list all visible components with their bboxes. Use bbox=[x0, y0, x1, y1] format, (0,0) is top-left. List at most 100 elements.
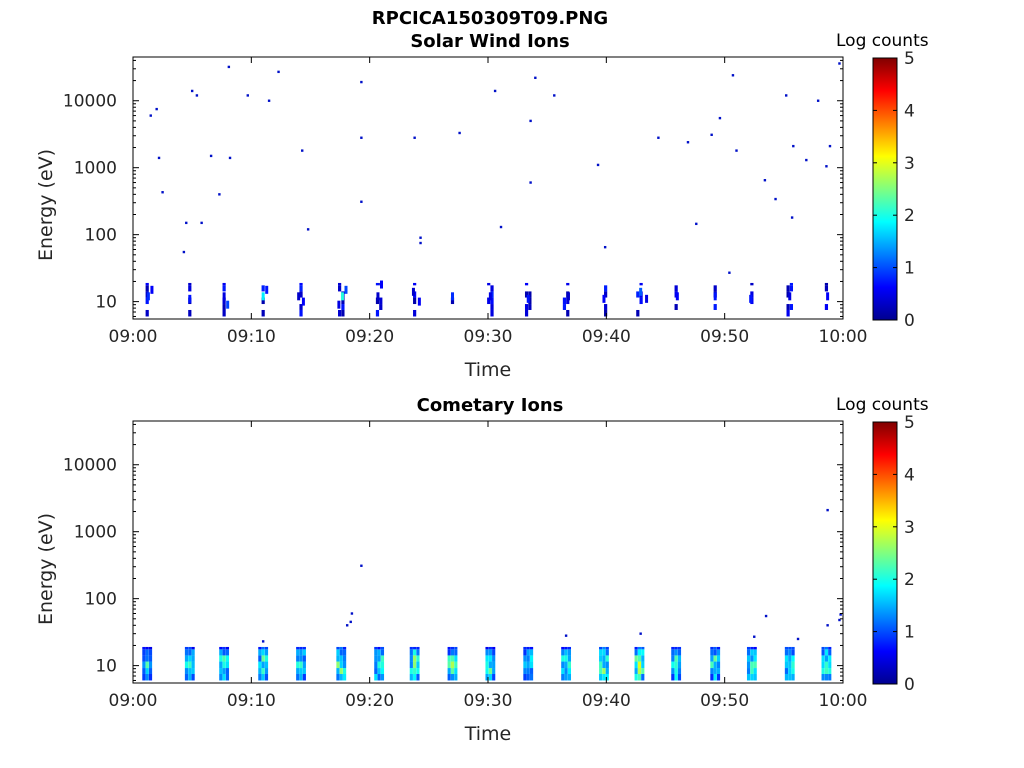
scan-cell bbox=[485, 646, 489, 650]
scan-cell bbox=[523, 668, 527, 674]
scan-cell bbox=[786, 285, 790, 292]
scatter-point bbox=[149, 114, 152, 117]
low-energy-point bbox=[526, 294, 530, 303]
scan-cell bbox=[222, 285, 226, 292]
scan-cell bbox=[641, 649, 645, 656]
scan-cell bbox=[485, 668, 489, 674]
scan-cell bbox=[641, 655, 645, 662]
scan-cell bbox=[490, 285, 494, 292]
scan-cell bbox=[374, 649, 378, 656]
scan-cell bbox=[788, 655, 792, 662]
scan-cell bbox=[561, 649, 565, 656]
scan-cell bbox=[258, 646, 262, 650]
scan-cell bbox=[219, 673, 223, 681]
scan-cell bbox=[450, 668, 455, 674]
scan-cell bbox=[634, 661, 638, 669]
scan-cell bbox=[750, 646, 754, 650]
scan-cell bbox=[258, 661, 262, 669]
scan-cell bbox=[416, 646, 420, 650]
scan-cell bbox=[261, 285, 265, 292]
scan-cell bbox=[375, 309, 380, 317]
scan-cell bbox=[222, 661, 226, 669]
scan-cell bbox=[264, 668, 269, 674]
scan-cell bbox=[413, 309, 417, 317]
scan-cell bbox=[716, 646, 721, 650]
scan-cell bbox=[529, 655, 534, 662]
scan-cell bbox=[784, 646, 789, 650]
scan-cell bbox=[219, 649, 223, 656]
scan-cell bbox=[713, 304, 717, 310]
scan-cell bbox=[261, 661, 265, 669]
scan-cell bbox=[299, 646, 303, 650]
scan-cell bbox=[710, 668, 714, 674]
scatter-point bbox=[790, 216, 794, 219]
scan-cell bbox=[824, 285, 829, 292]
scan-cell bbox=[447, 668, 451, 674]
scan-cell bbox=[342, 661, 347, 669]
colorbar-2 bbox=[872, 421, 898, 685]
scan-cell bbox=[258, 668, 262, 674]
colorbar-tick-label: 3 bbox=[904, 154, 915, 174]
scan-cell bbox=[791, 649, 795, 656]
scan-cell bbox=[671, 673, 675, 681]
scan-cell bbox=[564, 649, 568, 656]
scan-cell bbox=[784, 649, 789, 656]
scan-cell bbox=[145, 668, 149, 674]
scan-cell bbox=[447, 655, 451, 662]
scan-cell bbox=[374, 661, 378, 669]
scan-cell bbox=[485, 661, 489, 669]
scatter-point bbox=[227, 65, 231, 69]
scan-cell bbox=[634, 655, 638, 662]
scan-cell bbox=[821, 673, 825, 681]
scan-cell bbox=[188, 285, 192, 292]
scan-cell bbox=[264, 655, 269, 662]
scan-cell bbox=[416, 673, 420, 681]
x-tick-label: 09:50 bbox=[700, 327, 749, 347]
scan-cell bbox=[824, 673, 829, 681]
scan-cell bbox=[529, 673, 534, 681]
scan-cell bbox=[636, 309, 640, 317]
scan-cell bbox=[142, 655, 146, 662]
scan-cell bbox=[750, 668, 754, 674]
scan-cell bbox=[567, 655, 572, 662]
scan-cell bbox=[377, 646, 381, 650]
scatter-point bbox=[603, 245, 607, 249]
scan-cell bbox=[380, 646, 385, 650]
scan-cell bbox=[634, 668, 638, 674]
scan-cell bbox=[296, 646, 300, 650]
scan-cell bbox=[416, 661, 420, 669]
scan-cell bbox=[222, 668, 226, 674]
low-energy-point bbox=[451, 292, 454, 301]
scan-cell bbox=[374, 673, 378, 681]
low-energy-point bbox=[340, 292, 344, 301]
scan-cell bbox=[713, 655, 717, 662]
scan-cell bbox=[529, 668, 534, 674]
scan-cell bbox=[786, 291, 790, 298]
scan-cell bbox=[341, 304, 345, 310]
scan-cell bbox=[222, 282, 226, 286]
colorbar-tick-label: 0 bbox=[904, 675, 915, 695]
scan-cell bbox=[145, 646, 149, 650]
colorbar-tick-label: 4 bbox=[904, 465, 915, 485]
scatter-point bbox=[360, 200, 363, 203]
low-energy-point bbox=[488, 292, 492, 301]
low-energy-point bbox=[749, 294, 753, 303]
scan-cell bbox=[145, 661, 149, 669]
scan-cell bbox=[148, 646, 153, 650]
scan-cell bbox=[222, 673, 226, 681]
low-energy-point bbox=[337, 300, 341, 309]
figure-title: RPCICA150309T09.PNG bbox=[371, 8, 609, 29]
low-energy-point bbox=[380, 280, 383, 289]
scan-cell bbox=[188, 649, 192, 656]
scan-cell bbox=[641, 668, 645, 674]
scan-cell bbox=[677, 646, 682, 650]
x-tick-label: 10:00 bbox=[819, 691, 868, 711]
scan-cell bbox=[710, 655, 714, 662]
scan-cell bbox=[634, 646, 638, 650]
scan-cell bbox=[191, 661, 195, 669]
scan-cell bbox=[142, 673, 146, 681]
scan-cell bbox=[416, 655, 420, 662]
scan-cell bbox=[567, 649, 572, 656]
scan-cell bbox=[148, 673, 153, 681]
x-tick-label: 09:40 bbox=[582, 327, 631, 347]
